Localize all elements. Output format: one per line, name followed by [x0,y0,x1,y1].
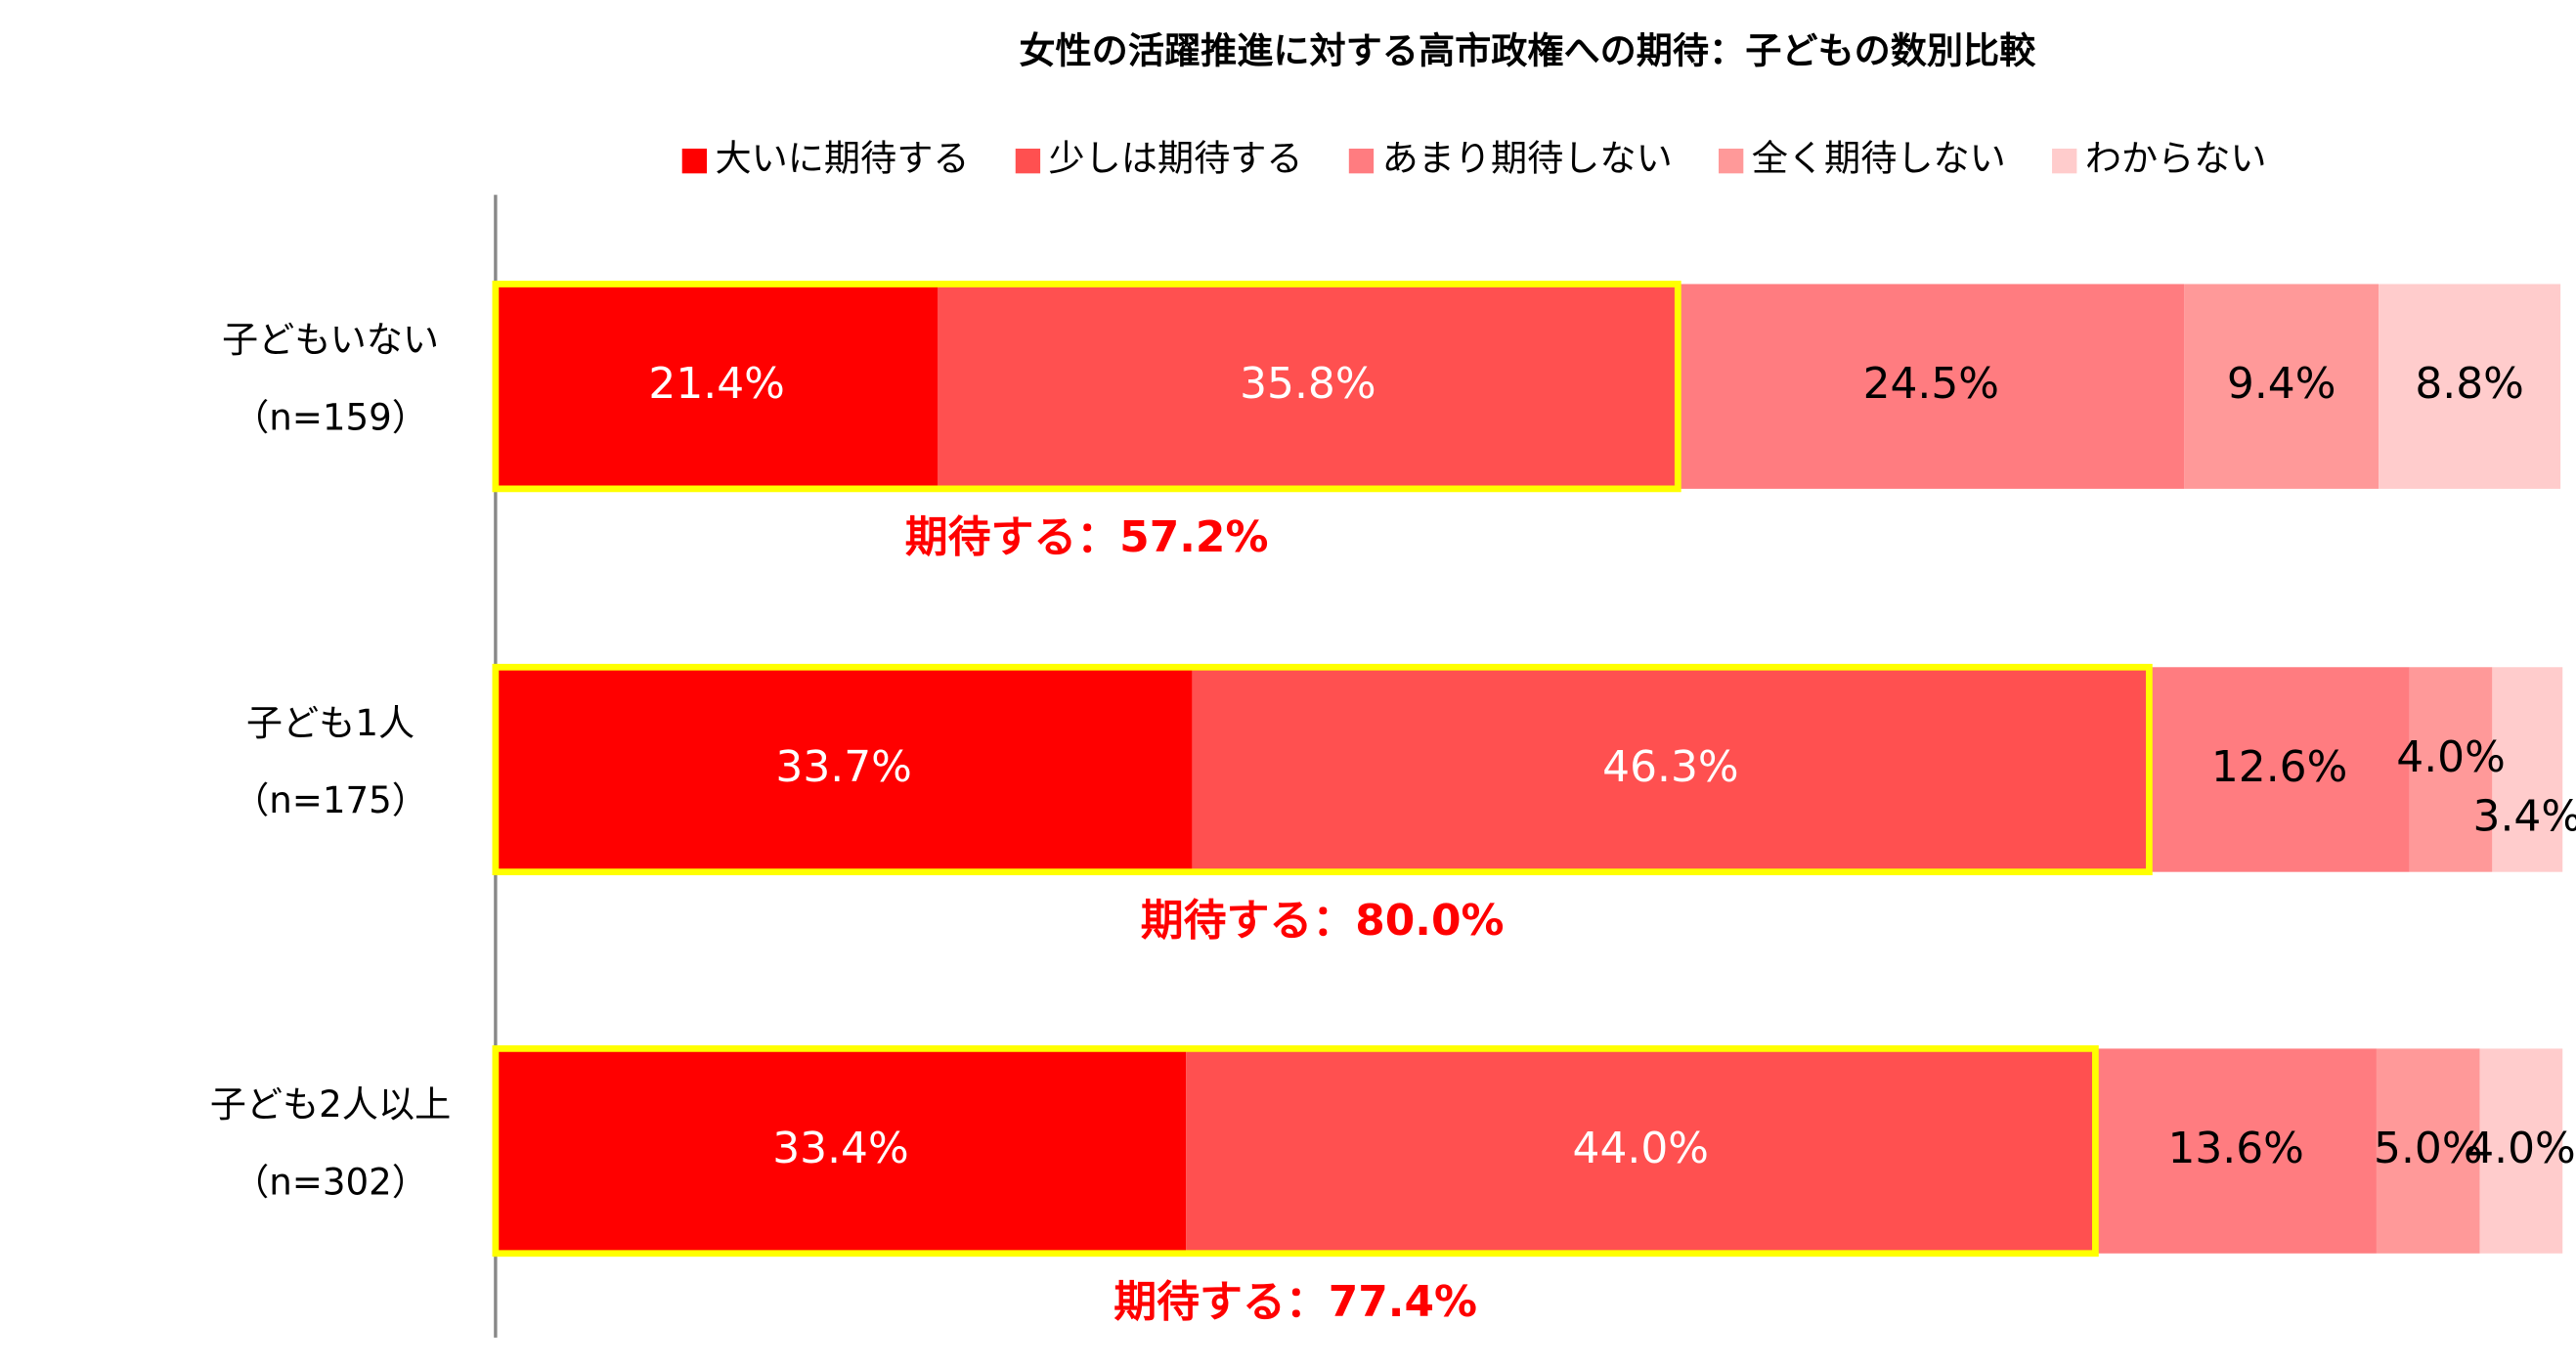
value-label: 24.5% [1863,359,1999,409]
subtotal-label: 期待する：80.0% [1141,896,1505,946]
legend-swatch [1015,148,1041,174]
bar-segment [495,1048,1187,1254]
bar-segment [1186,1048,2096,1254]
value-label: 5.0% [2374,1124,2483,1173]
legend-label: 大いに期待する [715,137,969,179]
category-label: 子どもいない [222,319,439,361]
bar-segment [495,284,939,489]
value-label: 9.4% [2227,359,2336,409]
value-label: 33.4% [772,1124,908,1173]
bar-segment [2492,667,2563,872]
value-label: 46.3% [1602,742,1738,792]
legend-label: わからない [2085,137,2267,179]
bar-segment [2409,667,2493,872]
legend-swatch [1348,148,1375,174]
value-label: 21.4% [648,359,784,409]
category-note: （n=302） [233,1161,428,1203]
value-label: 4.0% [2396,732,2506,782]
bar-segment [495,667,1193,872]
value-label: 33.7% [775,742,911,792]
value-label: 13.6% [2167,1124,2303,1173]
legend-swatch [1718,148,1744,174]
bar-segment [2184,284,2380,489]
bar-segment [2376,1048,2480,1254]
category-note: （n=175） [233,779,428,821]
bar-segment [2095,1048,2377,1254]
bar-segment [2149,667,2410,872]
bar-segment [1192,667,2150,872]
legend-label: 全く期待しない [1752,137,2006,179]
category-note: （n=159） [233,396,428,438]
category-label: 子ども1人 [246,702,415,744]
bar-segment [938,284,1679,489]
value-label: 8.8% [2415,359,2524,409]
chart-title: 女性の活躍推進に対する高市政権への期待：子どもの数別比較 [1019,30,2036,72]
highlight-box [492,663,2153,876]
value-label: 12.6% [2211,742,2347,792]
legend-label: 少しは期待する [1049,137,1303,179]
value-label: 44.0% [1573,1124,1709,1173]
legend-label: あまり期待しない [1382,137,1673,179]
highlight-box [492,1044,2099,1258]
bar-segment [1678,284,2185,489]
legend-swatch [681,148,708,174]
legend-swatch [2052,148,2077,174]
subtotal-label: 期待する：77.4% [1113,1277,1477,1327]
value-label: 35.8% [1240,359,1375,409]
value-label: 3.4% [2473,792,2576,842]
bar-segment [2379,284,2561,489]
value-label: 4.0% [2467,1124,2576,1173]
subtotal-label: 期待する：57.2% [905,512,1269,562]
bar-segment [2479,1048,2563,1254]
highlight-box [492,281,1681,493]
category-label: 子ども2人以上 [210,1083,451,1126]
